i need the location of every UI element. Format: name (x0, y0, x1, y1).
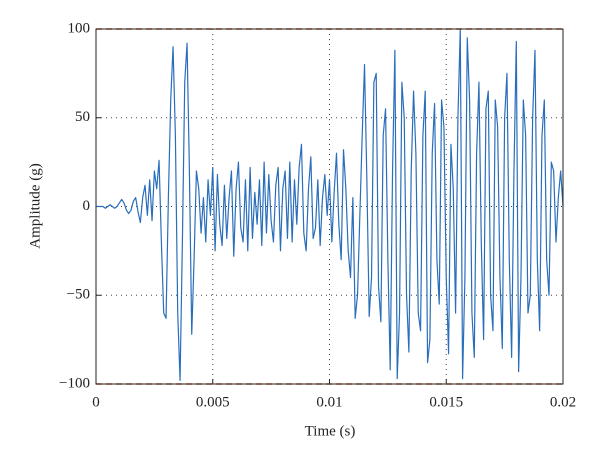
plot-frame (95, 28, 564, 385)
y-tick-label: 100 (68, 20, 91, 36)
x-tick-label: 0 (92, 394, 100, 410)
y-tick-label: −50 (67, 287, 90, 303)
y-tick-label: −100 (59, 375, 90, 391)
x-tick-label: 0.015 (429, 394, 463, 410)
x-tick-label: 0.02 (550, 394, 576, 410)
x-axis-label: Time (s) (305, 423, 356, 439)
x-tick-label: 0.005 (196, 394, 230, 410)
x-tick-label: 0.01 (316, 394, 342, 410)
y-axis-label: Amplitude (g) (27, 163, 43, 248)
y-tick-label: 0 (83, 198, 91, 214)
signal-line (96, 28, 564, 382)
y-tick-label: 50 (75, 109, 90, 125)
